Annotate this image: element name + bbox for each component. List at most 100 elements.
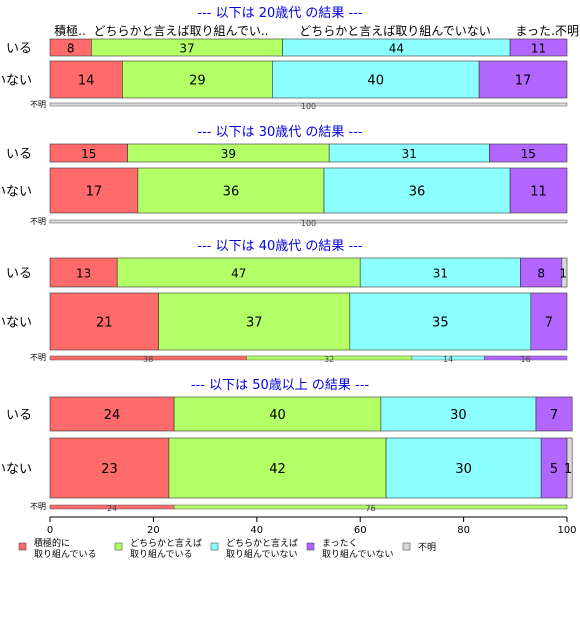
- column-header: 不明: [555, 24, 579, 38]
- data-label: 29: [189, 74, 206, 89]
- legend-label: 取り組んでいる: [130, 548, 193, 560]
- data-label: 35: [432, 316, 449, 331]
- data-label: 23: [101, 462, 118, 477]
- bar-segment: [323, 167, 511, 214]
- unknown-data-label: 32: [324, 355, 334, 364]
- unknown-row-label: 不明: [30, 353, 46, 362]
- data-label: 8: [67, 42, 75, 56]
- data-label: 40: [269, 408, 286, 423]
- column-header: どちらかと言えば取り組んでいない: [299, 24, 490, 38]
- bar-segment: [49, 60, 123, 99]
- x-tick-label: 80: [457, 525, 470, 536]
- data-label: 40: [367, 74, 384, 89]
- column-header: どちらかと言えば取り組んでい..: [93, 24, 268, 38]
- data-label: 37: [179, 42, 194, 56]
- bar-segment: [561, 257, 568, 288]
- unknown-data-label: 14: [443, 355, 453, 364]
- data-label: 5: [550, 462, 558, 477]
- bar-segment: [272, 60, 480, 99]
- x-tick-label: 0: [47, 525, 53, 536]
- unknown-data-label: 100: [301, 219, 316, 228]
- bar-segment: [49, 292, 159, 351]
- bar-segment: [359, 257, 521, 288]
- bar-segment: [168, 437, 387, 499]
- data-label: 15: [521, 147, 536, 161]
- bar-segment: [489, 143, 568, 163]
- data-label: 7: [545, 316, 553, 331]
- row-label: いない: [0, 316, 32, 331]
- legend-label: 取り組んでいない: [322, 548, 394, 560]
- legend-swatch: [18, 542, 27, 551]
- data-label: 17: [515, 74, 532, 89]
- legend-label: どちらかと言えば: [226, 537, 298, 549]
- data-label: 31: [402, 147, 417, 161]
- row-label: いない: [0, 74, 32, 89]
- x-tick-label: 40: [250, 525, 263, 536]
- data-label: 14: [78, 74, 95, 89]
- unknown-data-label: 16: [521, 355, 531, 364]
- unknown-bar-segment: [173, 504, 568, 510]
- unknown-row-label: 不明: [30, 502, 46, 511]
- data-label: 44: [389, 42, 404, 56]
- bar-segment: [509, 38, 568, 57]
- row-label: いる: [6, 408, 32, 423]
- bar-segment: [509, 167, 568, 214]
- bar-segment: [122, 60, 273, 99]
- bar-segment: [49, 167, 139, 214]
- unknown-bar-segment: [49, 219, 568, 224]
- row-label: いる: [6, 147, 32, 162]
- data-label: 37: [246, 316, 263, 331]
- unknown-data-label: 24: [107, 504, 117, 513]
- data-label: 30: [455, 462, 472, 477]
- bar-segment: [385, 437, 542, 499]
- unknown-data-label: 100: [301, 102, 316, 111]
- bar-segment: [520, 257, 563, 288]
- unknown-data-label: 76: [365, 504, 375, 513]
- bar-segment: [173, 396, 382, 432]
- legend-label: 取り組んでいる: [34, 548, 97, 560]
- data-label: 36: [409, 185, 426, 200]
- data-label: 21: [96, 316, 113, 331]
- legend-swatch: [402, 542, 411, 551]
- legend-label: まったく: [322, 538, 358, 549]
- legend-label: 積極的に: [34, 537, 70, 549]
- bar-segment: [49, 396, 175, 432]
- bar-segment: [535, 396, 573, 432]
- bar-segment: [49, 257, 118, 288]
- data-label: 47: [231, 267, 246, 281]
- bar-segment: [530, 292, 568, 351]
- unknown-row-label: 不明: [30, 217, 46, 226]
- data-label: 1: [564, 462, 572, 477]
- bar-segment: [380, 396, 537, 432]
- legend-label: どちらかと言えば: [130, 537, 202, 549]
- data-label: 31: [433, 267, 448, 281]
- column-header: まった..: [515, 24, 558, 38]
- unknown-bar-segment: [484, 355, 568, 361]
- bar-segment: [137, 167, 325, 214]
- data-label: 42: [269, 462, 286, 477]
- data-label: 36: [223, 185, 240, 200]
- x-tick-label: 100: [557, 525, 576, 536]
- group-title: --- 以下は 40歳代 の結果 ---: [197, 239, 363, 254]
- data-label: 17: [86, 185, 103, 200]
- legend-swatch: [114, 542, 123, 551]
- bar-segment: [478, 60, 568, 99]
- bar-segment: [116, 257, 361, 288]
- data-label: 15: [81, 147, 96, 161]
- data-label: 13: [76, 267, 91, 281]
- x-tick-label: 20: [147, 525, 160, 536]
- unknown-bar-segment: [49, 102, 568, 107]
- group-title: --- 以下は 30歳代 の結果 ---: [197, 125, 363, 140]
- group-title: --- 以下は 50歳以上 の結果 ---: [191, 378, 370, 393]
- bar-segment: [158, 292, 351, 351]
- bar-segment: [349, 292, 532, 351]
- legend-label: 取り組んでいない: [226, 548, 298, 560]
- unknown-row-label: 不明: [30, 100, 46, 109]
- data-label: 8: [537, 267, 545, 281]
- legend-swatch: [306, 542, 315, 551]
- column-header: 積極..: [54, 23, 86, 38]
- group-title: --- 以下は 20歳代 の結果 ---: [197, 6, 363, 21]
- data-label: 1: [559, 267, 567, 281]
